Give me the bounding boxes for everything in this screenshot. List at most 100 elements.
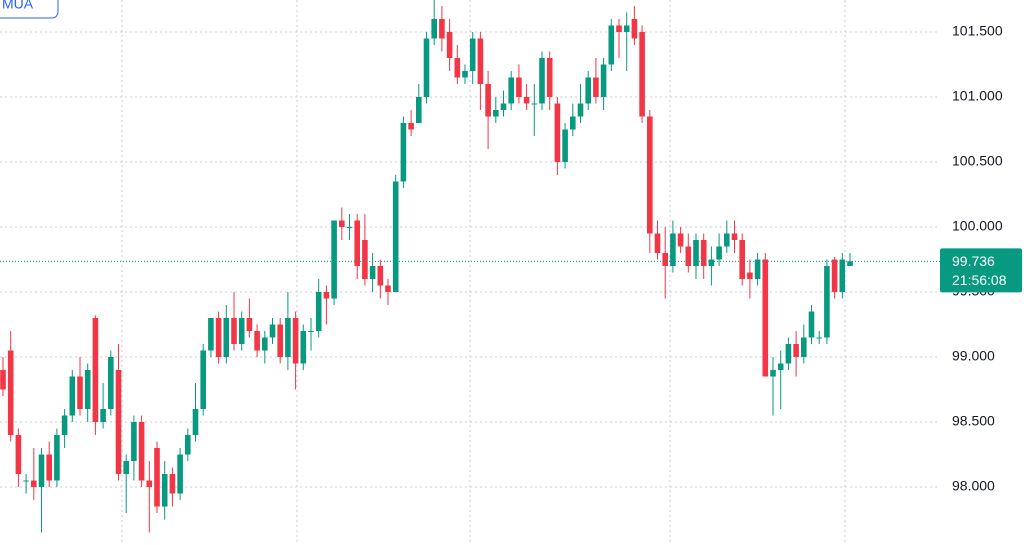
candle-body bbox=[385, 285, 391, 293]
candle-body bbox=[69, 376, 76, 416]
vertical-grid bbox=[121, 0, 846, 545]
y-tick-label: 101.500 bbox=[952, 23, 1003, 39]
candle-body bbox=[747, 272, 753, 280]
candle-body bbox=[169, 474, 176, 494]
candle-body bbox=[61, 415, 68, 436]
candle-body bbox=[7, 350, 14, 436]
candle-body bbox=[570, 116, 576, 130]
candle-body bbox=[631, 18, 638, 39]
candle-body bbox=[192, 409, 199, 436]
candle-body bbox=[131, 422, 137, 462]
y-tick-label: 98.500 bbox=[952, 413, 995, 429]
candle-body bbox=[92, 318, 99, 423]
candle-body bbox=[493, 109, 499, 117]
candle-body bbox=[500, 103, 507, 110]
candle-body bbox=[539, 57, 545, 104]
candle-body bbox=[762, 259, 769, 377]
candle-body bbox=[108, 357, 114, 410]
candle-body bbox=[161, 474, 168, 507]
candle-body bbox=[246, 318, 253, 332]
candle-body bbox=[808, 311, 815, 338]
candle-body bbox=[770, 370, 776, 377]
candle-body bbox=[254, 331, 260, 351]
candle-body bbox=[462, 70, 468, 78]
candle-body bbox=[416, 96, 422, 123]
candle-body bbox=[138, 422, 145, 481]
candle-body bbox=[724, 233, 730, 247]
candle-body bbox=[77, 376, 83, 410]
candle-body bbox=[154, 448, 160, 507]
candle-body bbox=[323, 292, 330, 299]
candle-body bbox=[46, 454, 52, 481]
candle-body bbox=[554, 103, 561, 162]
candle-body bbox=[793, 344, 799, 358]
candle-body bbox=[446, 31, 453, 58]
candle-body bbox=[523, 96, 530, 104]
candle-body bbox=[262, 337, 268, 351]
candle-body bbox=[392, 181, 399, 293]
candle-body bbox=[308, 331, 314, 333]
last-price-label: 99.736 bbox=[952, 253, 995, 269]
y-tick-label: 99.000 bbox=[952, 348, 995, 364]
candle-body bbox=[238, 318, 245, 345]
candle-body bbox=[831, 259, 838, 293]
candle-body bbox=[277, 324, 283, 358]
candle-body bbox=[847, 261, 853, 266]
candle-body bbox=[546, 57, 553, 97]
candle-body bbox=[292, 318, 299, 364]
candle-body bbox=[439, 18, 445, 39]
symbol-button[interactable] bbox=[0, 0, 59, 19]
candle-body bbox=[670, 233, 676, 266]
candle-body bbox=[600, 64, 607, 97]
candle-body bbox=[562, 129, 568, 162]
candle-body bbox=[616, 25, 622, 32]
candle-body bbox=[839, 259, 846, 293]
candle-body bbox=[300, 331, 307, 364]
candle-body bbox=[269, 324, 276, 338]
price-axis: 97.50098.00098.50099.00099.500100.000100… bbox=[940, 23, 1022, 545]
candle-body bbox=[485, 83, 491, 117]
candle-body bbox=[754, 259, 761, 280]
last-price-box bbox=[940, 248, 1022, 293]
candle-body bbox=[208, 318, 214, 351]
candle-body bbox=[662, 252, 668, 266]
candle-body bbox=[38, 454, 45, 488]
candle-body bbox=[177, 454, 183, 494]
candle-body bbox=[801, 337, 807, 358]
candle-body bbox=[677, 233, 684, 247]
candle-body bbox=[454, 57, 461, 78]
candle-body bbox=[477, 38, 484, 84]
candle-body bbox=[362, 239, 368, 280]
candle-body bbox=[647, 116, 653, 234]
candle-body bbox=[185, 435, 191, 455]
symbol-label[interactable]: MUA bbox=[2, 0, 34, 12]
candle-body bbox=[0, 370, 6, 390]
candle-body bbox=[508, 77, 514, 104]
candle-body bbox=[346, 226, 353, 228]
candle-body bbox=[708, 259, 715, 266]
candle-body bbox=[777, 363, 784, 371]
candle-body bbox=[31, 480, 37, 488]
candle-body bbox=[339, 220, 345, 227]
candle-body bbox=[408, 122, 414, 130]
candle-body bbox=[84, 370, 91, 410]
candle-body bbox=[577, 103, 584, 117]
candles bbox=[0, 0, 940, 533]
candle-body bbox=[54, 435, 60, 481]
candle-body bbox=[315, 292, 322, 332]
candle-body bbox=[716, 246, 722, 260]
candle-body bbox=[816, 337, 822, 339]
grid bbox=[0, 31, 940, 488]
candle-body bbox=[369, 265, 376, 280]
candle-body bbox=[516, 77, 522, 97]
candle-body bbox=[739, 239, 745, 280]
candle-body bbox=[700, 239, 707, 266]
candle-body bbox=[639, 31, 645, 117]
y-tick-label: 98.000 bbox=[952, 478, 995, 494]
candle-body bbox=[654, 233, 661, 253]
candle-body bbox=[593, 77, 599, 97]
candle-body bbox=[377, 265, 384, 286]
y-tick-label: 97.500 bbox=[952, 543, 995, 545]
candle-body bbox=[531, 103, 538, 105]
